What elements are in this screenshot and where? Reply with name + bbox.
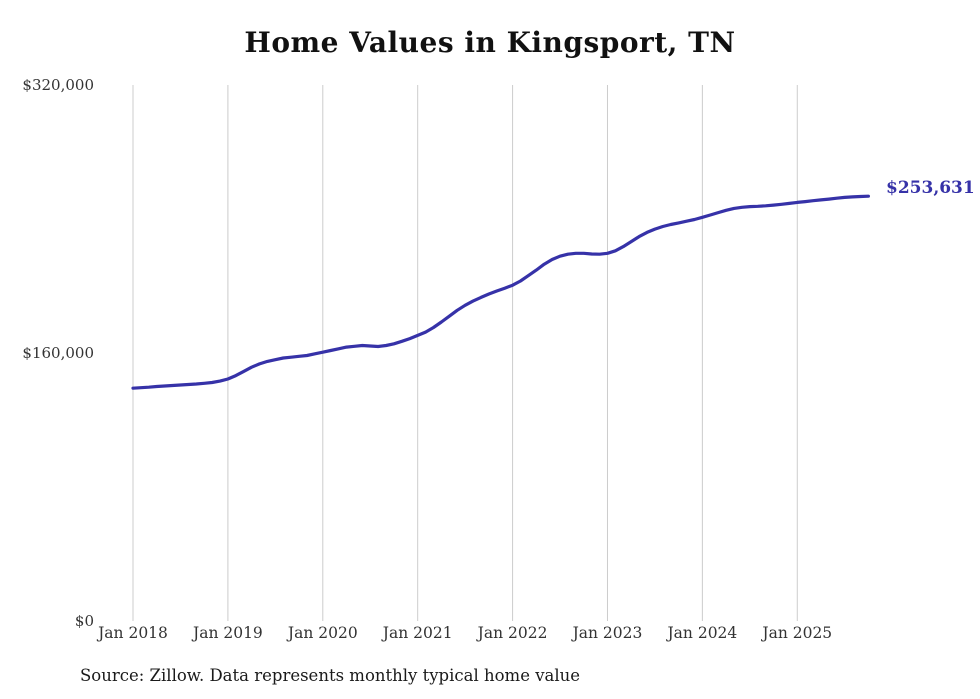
x-axis-tick-label: Jan 2025 bbox=[762, 624, 833, 642]
x-axis-tick-label: Jan 2022 bbox=[477, 624, 548, 642]
chart-title: Home Values in Kingsport, TN bbox=[244, 26, 736, 59]
x-axis-tick-label: Jan 2018 bbox=[98, 624, 168, 642]
x-axis-tick-label: Jan 2024 bbox=[667, 624, 738, 642]
x-axis-tick-label: Jan 2019 bbox=[192, 624, 263, 642]
x-axis-tick-label: Jan 2020 bbox=[287, 624, 358, 642]
y-axis-tick-label-320000: $320,000 bbox=[22, 76, 94, 94]
source-note: Source: Zillow. Data represents monthly … bbox=[80, 666, 581, 685]
x-axis-tick-label: Jan 2023 bbox=[572, 624, 643, 642]
x-axis-tick-label: Jan 2021 bbox=[382, 624, 453, 642]
y-axis-tick-label-0: $0 bbox=[74, 612, 94, 630]
latest-value-label: $253,631 bbox=[886, 178, 975, 198]
y-axis-tick-label-160000: $160,000 bbox=[22, 344, 94, 362]
home-value-line bbox=[131, 194, 871, 390]
